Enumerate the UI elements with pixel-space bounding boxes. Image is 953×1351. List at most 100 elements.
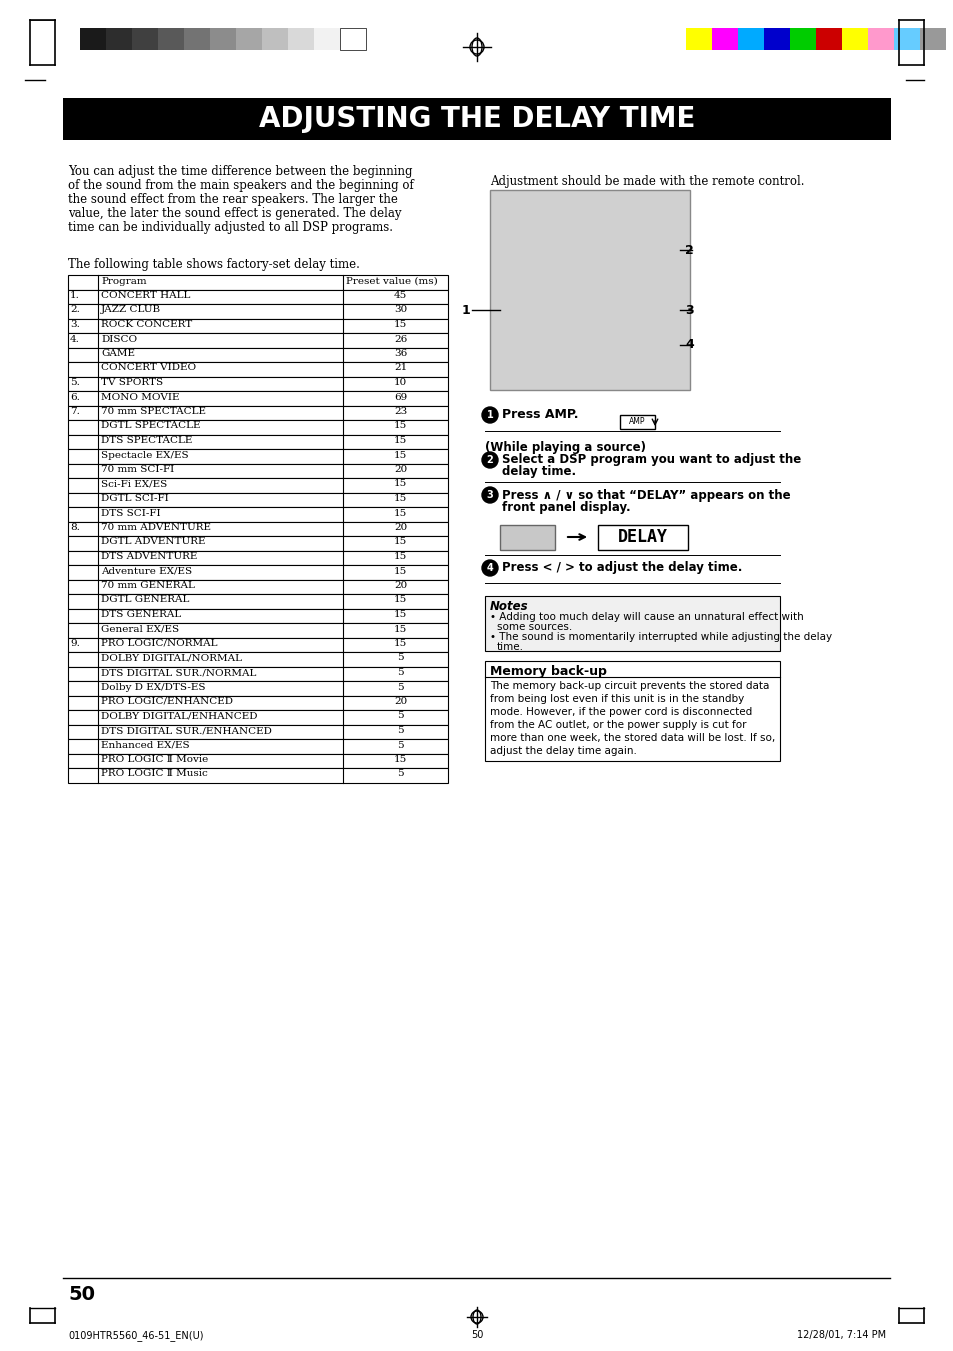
Text: 2: 2 — [486, 455, 493, 465]
Bar — [235, 28, 262, 50]
Text: 26: 26 — [394, 335, 407, 343]
Text: Press < / > to adjust the delay time.: Press < / > to adjust the delay time. — [501, 562, 741, 574]
Bar — [68, 666, 448, 681]
Bar — [288, 28, 314, 50]
Bar — [68, 332, 448, 347]
Text: 4: 4 — [486, 563, 493, 573]
Text: 20: 20 — [394, 581, 407, 590]
Text: from the AC outlet, or the power supply is cut for: from the AC outlet, or the power supply … — [490, 720, 745, 730]
Text: ROCK CONCERT: ROCK CONCERT — [101, 320, 193, 330]
Circle shape — [481, 407, 497, 423]
Text: DGTL SPECTACLE: DGTL SPECTACLE — [101, 422, 200, 431]
Text: 2.: 2. — [70, 305, 80, 315]
Text: 6.: 6. — [70, 393, 80, 401]
Text: 12/28/01, 7:14 PM: 12/28/01, 7:14 PM — [796, 1329, 885, 1340]
Text: 30: 30 — [394, 305, 407, 315]
Text: DOLBY DIGITAL/NORMAL: DOLBY DIGITAL/NORMAL — [101, 654, 242, 662]
Bar — [68, 754, 448, 767]
Bar — [68, 478, 448, 493]
Bar — [68, 767, 448, 782]
Text: 15: 15 — [394, 566, 407, 576]
Text: AMP: AMP — [628, 416, 644, 426]
Bar — [68, 623, 448, 638]
Text: DGTL GENERAL: DGTL GENERAL — [101, 596, 190, 604]
Text: 7.: 7. — [70, 407, 80, 416]
Text: 70 mm ADVENTURE: 70 mm ADVENTURE — [101, 523, 211, 532]
Bar — [68, 289, 448, 304]
Text: some sources.: some sources. — [497, 621, 572, 632]
Text: 36: 36 — [394, 349, 407, 358]
Text: 9.: 9. — [70, 639, 80, 648]
Text: 50: 50 — [471, 1329, 482, 1340]
Text: 0109HTR5560_46-51_EN(U): 0109HTR5560_46-51_EN(U) — [68, 1329, 203, 1342]
Text: 20: 20 — [394, 523, 407, 532]
Text: 70 mm SCI-FI: 70 mm SCI-FI — [101, 465, 174, 474]
Text: (While playing a source): (While playing a source) — [484, 440, 645, 454]
Text: 23: 23 — [394, 407, 407, 416]
Text: 15: 15 — [394, 755, 407, 765]
Text: more than one week, the stored data will be lost. If so,: more than one week, the stored data will… — [490, 734, 775, 743]
Bar — [68, 653, 448, 666]
Text: Program: Program — [101, 277, 147, 286]
Text: 10: 10 — [394, 378, 407, 386]
Bar — [815, 28, 841, 50]
Bar — [68, 276, 448, 289]
Text: front panel display.: front panel display. — [501, 500, 630, 513]
Text: 5: 5 — [396, 770, 403, 778]
Bar — [68, 711, 448, 724]
Text: MONO MOVIE: MONO MOVIE — [101, 393, 179, 401]
Text: 15: 15 — [394, 624, 407, 634]
Text: 2: 2 — [684, 243, 693, 257]
Text: Adjustment should be made with the remote control.: Adjustment should be made with the remot… — [490, 176, 803, 188]
Text: TV SPORTS: TV SPORTS — [101, 378, 163, 386]
Text: The memory back-up circuit prevents the stored data: The memory back-up circuit prevents the … — [490, 681, 768, 690]
Text: 15: 15 — [394, 639, 407, 648]
Text: Spectacle EX/ES: Spectacle EX/ES — [101, 450, 189, 459]
Text: DOLBY DIGITAL/ENHANCED: DOLBY DIGITAL/ENHANCED — [101, 712, 257, 720]
Bar — [68, 608, 448, 623]
Text: CONCERT HALL: CONCERT HALL — [101, 290, 191, 300]
Text: JAZZ CLUB: JAZZ CLUB — [101, 305, 161, 315]
Text: 15: 15 — [394, 508, 407, 517]
Text: 1: 1 — [486, 409, 493, 420]
Text: DTS DIGITAL SUR./ENHANCED: DTS DIGITAL SUR./ENHANCED — [101, 725, 272, 735]
Bar — [68, 536, 448, 550]
Bar — [68, 449, 448, 463]
Bar — [184, 28, 210, 50]
Bar — [68, 565, 448, 580]
Bar — [68, 580, 448, 594]
Text: 15: 15 — [394, 480, 407, 489]
Text: • The sound is momentarily interrupted while adjusting the delay: • The sound is momentarily interrupted w… — [490, 632, 831, 642]
Text: 5: 5 — [396, 667, 403, 677]
Text: 15: 15 — [394, 422, 407, 431]
Text: 4: 4 — [684, 339, 693, 351]
Bar — [132, 28, 158, 50]
Bar — [484, 596, 780, 651]
Text: 1.: 1. — [70, 290, 80, 300]
Text: 5: 5 — [396, 725, 403, 735]
Bar — [158, 28, 184, 50]
Bar — [68, 696, 448, 711]
Text: DGTL SCI-FI: DGTL SCI-FI — [101, 494, 169, 503]
Bar — [68, 638, 448, 653]
Text: 5.: 5. — [70, 378, 80, 386]
Text: of the sound from the main speakers and the beginning of: of the sound from the main speakers and … — [68, 178, 414, 192]
Bar — [210, 28, 235, 50]
Text: DTS SPECTACLE: DTS SPECTACLE — [101, 436, 193, 444]
Text: 15: 15 — [394, 320, 407, 330]
Text: Memory back-up: Memory back-up — [490, 665, 606, 678]
Text: DTS ADVENTURE: DTS ADVENTURE — [101, 553, 197, 561]
Text: 15: 15 — [394, 436, 407, 444]
Bar — [711, 28, 738, 50]
Text: 3.: 3. — [70, 320, 80, 330]
Text: PRO LOGIC/NORMAL: PRO LOGIC/NORMAL — [101, 639, 217, 648]
Circle shape — [481, 453, 497, 467]
Text: adjust the delay time again.: adjust the delay time again. — [490, 746, 637, 757]
Text: 45: 45 — [394, 290, 407, 300]
Text: 8.: 8. — [70, 523, 80, 532]
Bar — [619, 415, 655, 430]
Bar — [63, 99, 890, 141]
Bar — [68, 521, 448, 536]
Bar — [68, 347, 448, 362]
Bar — [68, 463, 448, 478]
